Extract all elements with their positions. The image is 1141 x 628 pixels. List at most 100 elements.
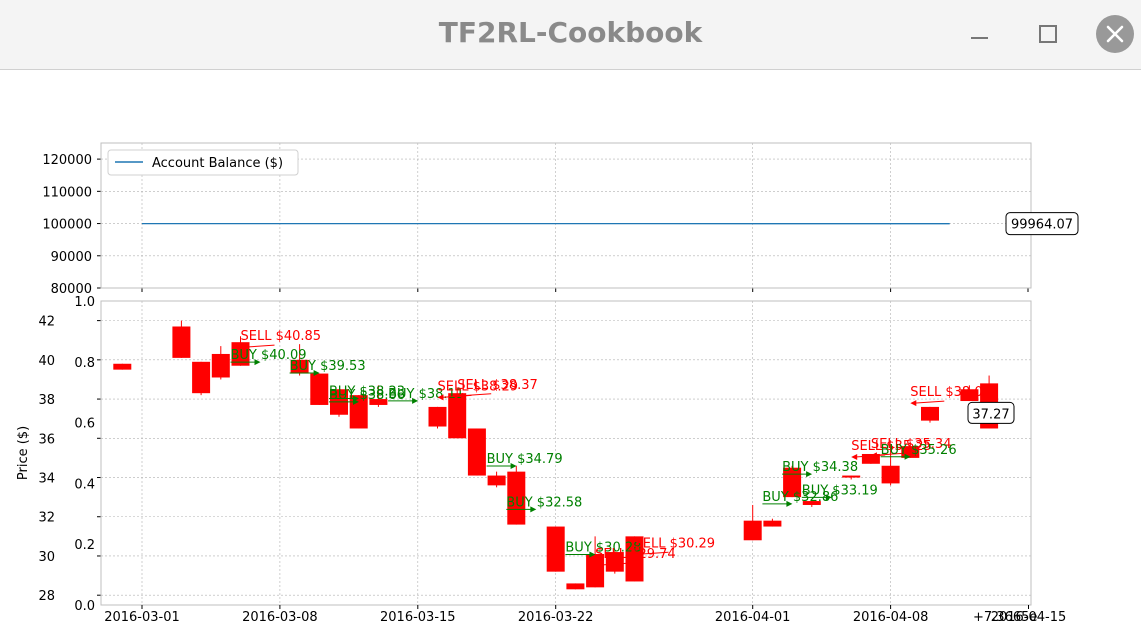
balance-annotation-box — [1005, 212, 1079, 236]
candle-body — [428, 406, 447, 427]
y-tick-label: 120000 — [42, 153, 92, 168]
candle-body — [901, 446, 920, 458]
trade-label: BUY $38.23 — [329, 385, 405, 400]
secondary-tick-label: 0.4 — [74, 477, 95, 492]
trade-arrowhead — [904, 453, 911, 460]
candle-body — [211, 353, 230, 378]
x-offset-label: +7.3665e — [973, 610, 1037, 625]
balance-annotation: 99964.07 — [1011, 218, 1073, 233]
date-tick-label: 2016-04-15 — [991, 610, 1067, 625]
secondary-tick-label: 0.6 — [74, 417, 95, 432]
candle-body — [605, 552, 624, 572]
candle-body — [921, 406, 939, 421]
date-tick-label: 2016-03-22 — [518, 610, 594, 625]
y-tick-label: 110000 — [42, 185, 92, 200]
trade-arrow — [244, 344, 275, 348]
candle-body — [881, 465, 900, 484]
candle-body — [625, 536, 644, 582]
candle-body — [467, 428, 486, 476]
y-tick-label: 100000 — [42, 218, 92, 233]
price-annotation: 37.27 — [972, 407, 1009, 422]
candle-body — [586, 554, 605, 588]
trade-label: SELL $35.34 — [871, 437, 952, 452]
candle-body — [960, 389, 979, 402]
candle-body — [507, 471, 526, 525]
trade-arrow — [874, 452, 905, 456]
secondary-tick-label: 0.2 — [74, 538, 95, 553]
candle-body — [369, 399, 388, 405]
trading-chart: 80000 90000 100000 110000 120000 Account Bala… — [16, 142, 1079, 625]
trade-arrow — [461, 393, 492, 397]
trade-label: SELL $38.0 — [910, 385, 982, 400]
date-tick-label: 2016-03-01 — [104, 610, 180, 625]
trade-label: SELL $35.25 — [851, 439, 932, 454]
secondary-tick-label: 0.0 — [74, 599, 95, 614]
candle-body — [113, 363, 132, 370]
trade-arrowhead — [851, 454, 858, 460]
trade-label: BUY $34.79 — [487, 452, 563, 467]
candle-body — [487, 475, 506, 486]
candle-body — [172, 326, 191, 358]
price-tick-label: 30 — [38, 550, 55, 565]
close-icon[interactable] — [1096, 15, 1134, 53]
secondary-tick-label: 0.8 — [74, 356, 95, 371]
date-tick-label: 2016-03-08 — [242, 610, 318, 625]
trade-label: SELL $38.37 — [457, 378, 538, 393]
candle-body — [290, 359, 309, 374]
trade-arrow — [599, 562, 630, 566]
candle-body — [842, 475, 861, 478]
candle-body — [192, 361, 211, 394]
trade-arrowhead — [240, 344, 247, 351]
candle-body — [566, 583, 585, 590]
price-tick-label: 42 — [38, 315, 55, 330]
price-axis-label: Price ($) — [16, 426, 31, 480]
trade-arrowhead — [313, 370, 320, 377]
trade-arrowhead — [437, 394, 444, 401]
trade-arrowhead — [806, 471, 813, 478]
price-annotation-box — [967, 401, 1015, 424]
trade-arrowhead — [786, 500, 793, 507]
trade-arrow — [914, 400, 945, 404]
candle-body — [310, 373, 329, 405]
trade-label: SELL $40.85 — [241, 329, 322, 344]
trade-label: SELL $38.29 — [438, 379, 519, 394]
candle-body — [763, 520, 782, 527]
candle-body — [861, 453, 880, 464]
trade-label: BUY $38.11 — [388, 387, 464, 402]
candle-body — [743, 520, 762, 541]
candle-body — [783, 467, 802, 498]
trade-arrowhead — [910, 400, 917, 407]
trade-label: BUY $35.26 — [881, 443, 957, 458]
trade-arrowhead — [412, 397, 419, 404]
trade-label: BUY $32.86 — [762, 490, 838, 505]
secondary-tick-label: 1.0 — [74, 295, 95, 310]
trade-label: BUY $30.28 — [565, 540, 641, 555]
candle-body — [802, 501, 821, 505]
trade-label: SELL $29.74 — [595, 547, 676, 562]
candle-body — [546, 526, 565, 572]
trade-arrow — [638, 551, 669, 555]
y-tick-label: 90000 — [51, 250, 92, 265]
y-tick-label: 80000 — [51, 282, 92, 297]
legend-box — [107, 149, 299, 176]
legend-label: Account Balance ($) — [152, 156, 283, 171]
price-tick-label: 38 — [38, 393, 55, 408]
minimize-icon[interactable] — [966, 22, 994, 50]
trade-arrowhead — [595, 562, 602, 569]
price-tick-label: 28 — [38, 589, 55, 604]
trade-label: BUY $32.58 — [506, 495, 582, 510]
window-title: TF2RL-Cookbook — [438, 16, 703, 49]
maximize-icon[interactable] — [1033, 20, 1061, 48]
trade-arrowhead — [589, 551, 596, 558]
trade-arrowhead — [510, 463, 517, 470]
date-tick-label: 2016-03-15 — [380, 610, 456, 625]
trade-label: BUY $39.53 — [290, 359, 366, 374]
price-plot-frame — [100, 300, 1032, 606]
window-titlebar: TF2RL-Cookbook — [0, 0, 1141, 70]
trade-label: SELL $30.29 — [635, 536, 716, 551]
trade-label: BUY $34.38 — [782, 460, 858, 475]
price-tick-label: 36 — [38, 432, 55, 447]
trade-arrowhead — [254, 359, 261, 366]
trade-arrowhead — [825, 494, 832, 501]
price-tick-label: 32 — [38, 511, 55, 526]
